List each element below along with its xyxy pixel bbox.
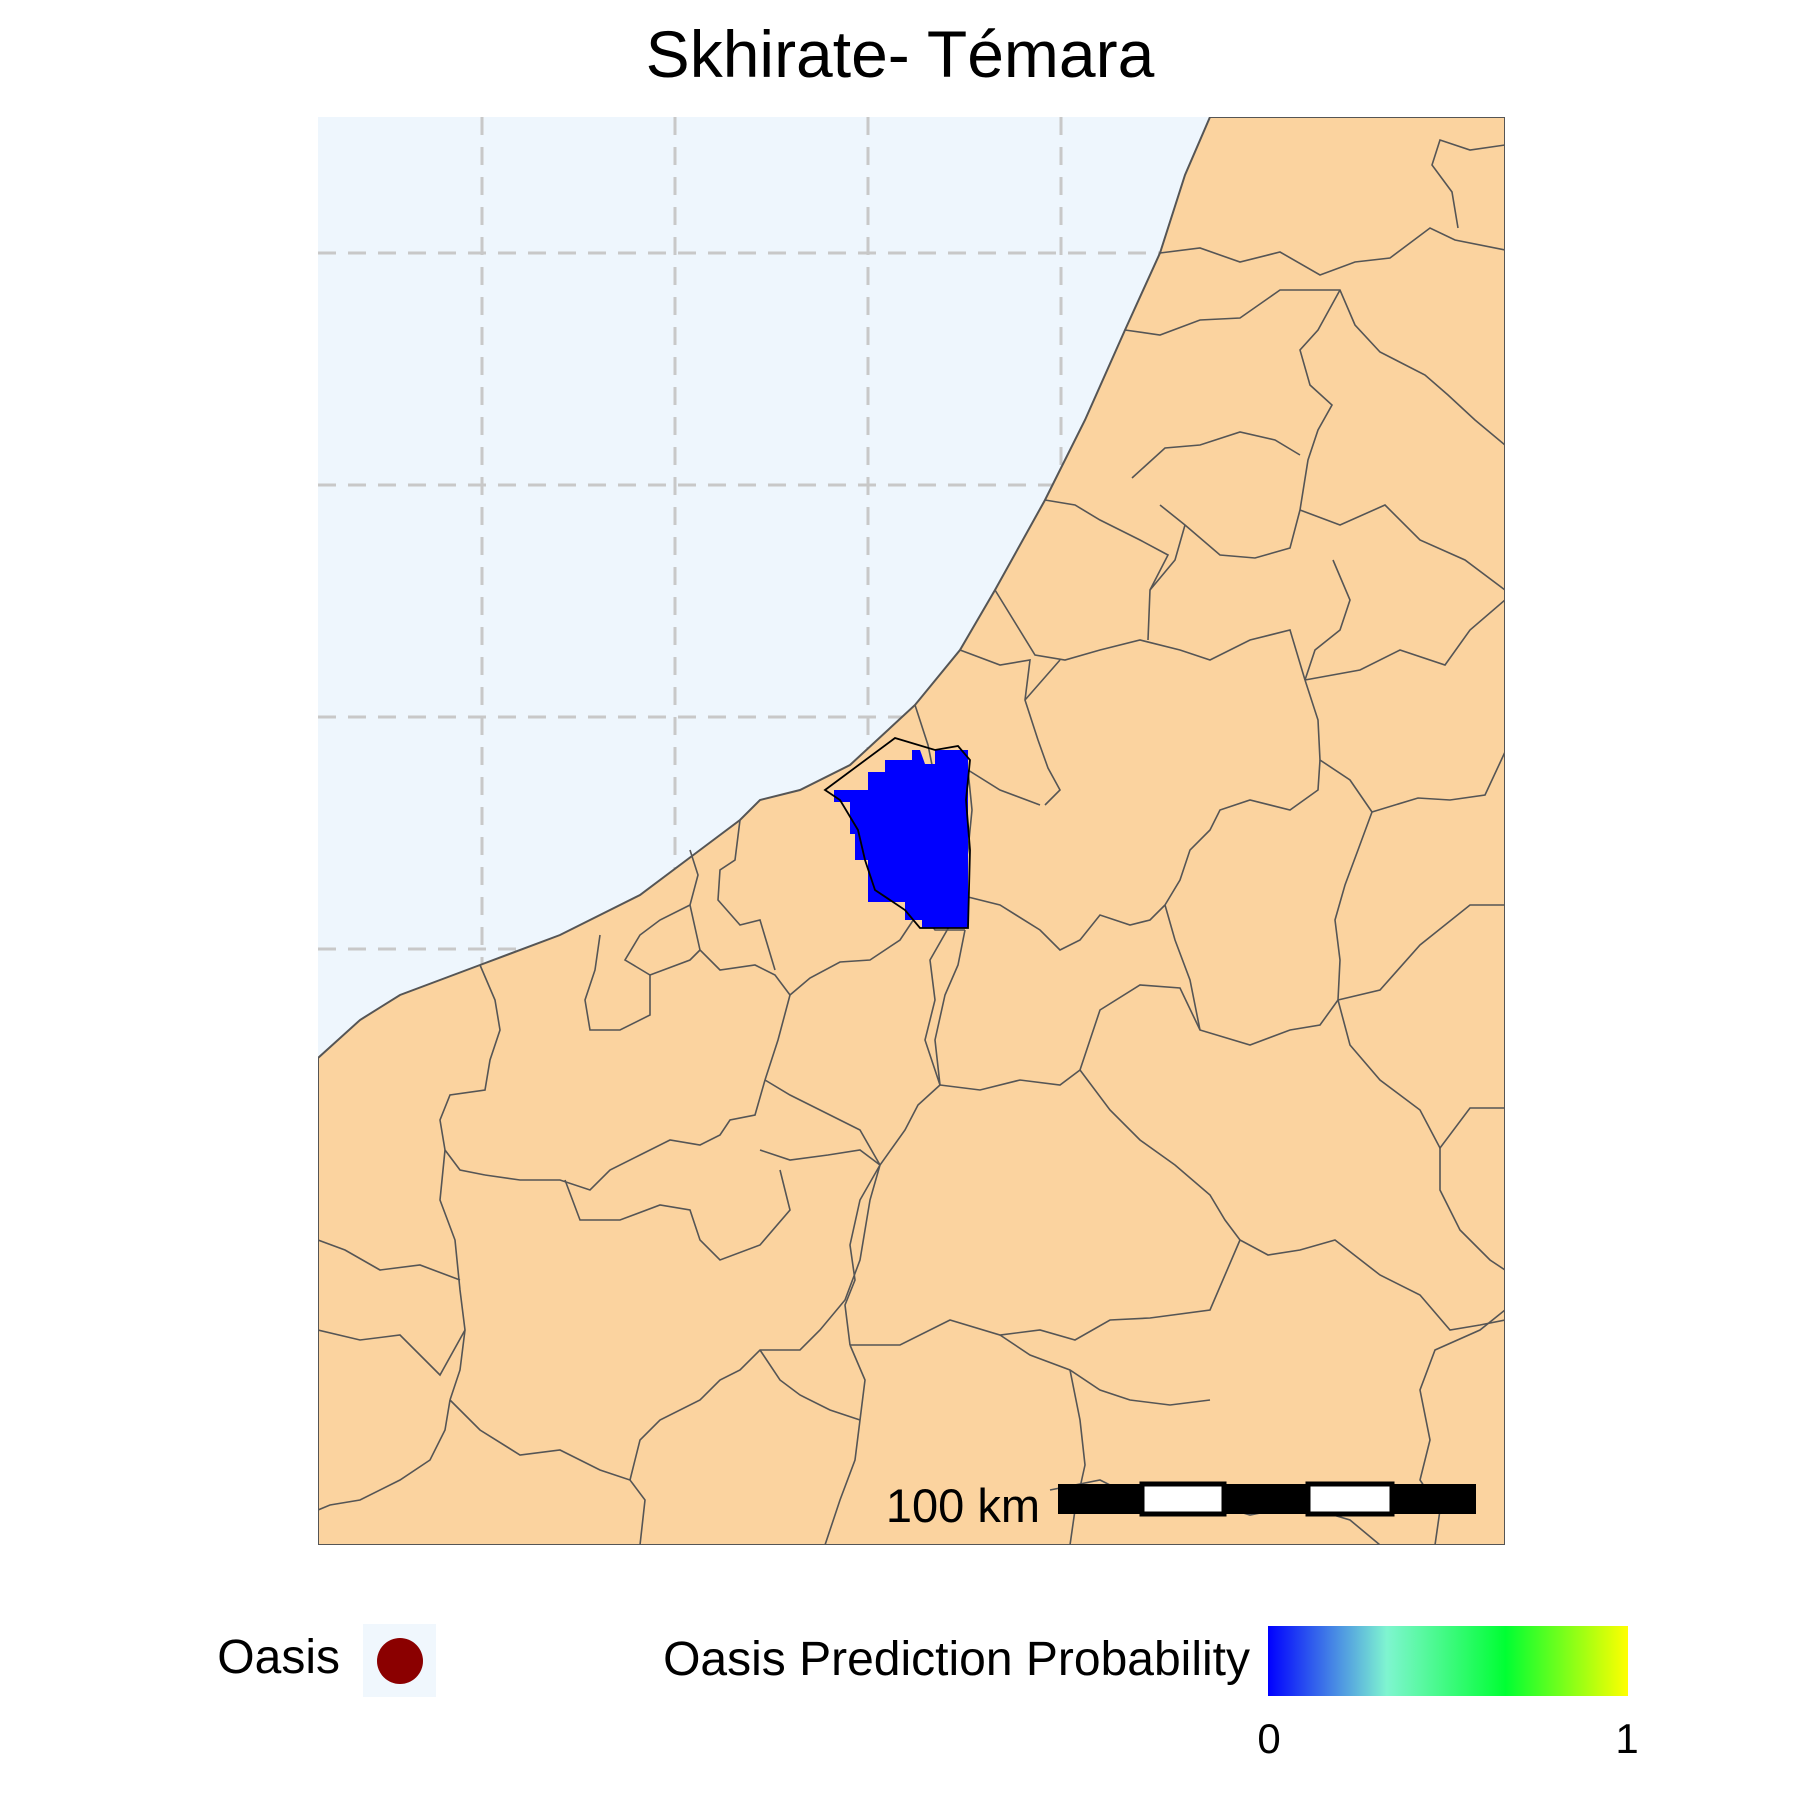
boundary-line [967, 769, 1041, 806]
boundary-line [1371, 751, 1505, 813]
legend-oasis-key [363, 1624, 436, 1697]
boundary-line [939, 984, 1339, 1091]
map-title: Skhirate- Témara [645, 17, 1155, 91]
boundary-line [850, 1239, 1241, 1346]
boundary-line [1439, 1148, 1505, 1271]
boundary-line [439, 1149, 466, 1401]
boundary-line [759, 1149, 881, 1166]
boundary-line [584, 934, 651, 1031]
boundary-line [717, 819, 776, 971]
boundary-line [764, 1079, 881, 1166]
boundary-line [1304, 599, 1505, 681]
boundary-line [1124, 289, 1505, 472]
boundary-line [1079, 1069, 1505, 1331]
boundary-line [824, 1344, 866, 1545]
scale-bar-segment [1058, 1484, 1142, 1514]
boundary-line [1159, 227, 1505, 276]
boundary-line [1131, 431, 1301, 479]
boundary-line [1337, 904, 1505, 1001]
boundary-line [1304, 559, 1351, 681]
legend-oasis-label: Oasis [217, 1631, 340, 1684]
legend-probability-label: Oasis Prediction Probability [663, 1633, 1250, 1686]
boundary-line [934, 929, 966, 1086]
boundary-line [623, 904, 701, 976]
boundary-line [318, 1399, 451, 1511]
boundary-line [759, 1349, 861, 1421]
boundary-line [1431, 138, 1505, 229]
scale-bar-segment [1139, 1481, 1227, 1517]
boundary-line [318, 1239, 461, 1281]
legend-tick-max: 1 [1615, 1715, 1639, 1762]
scale-bar-segment [1224, 1484, 1308, 1514]
district-outline [823, 737, 971, 929]
boundary-line [999, 1334, 1211, 1406]
boundary-line [1337, 999, 1505, 1150]
scale-bar [1058, 1481, 1476, 1517]
scale-bar-label: 100 km [885, 1479, 1040, 1532]
boundary-line [994, 589, 1306, 681]
boundary-line [449, 1399, 646, 1545]
boundary-line [1024, 659, 1061, 701]
legend-color-ramp [1268, 1626, 1628, 1696]
boundary-line [844, 1084, 941, 1346]
boundary-line [764, 909, 921, 1081]
boundary-line [1334, 811, 1373, 1001]
scale-bar-segment [1305, 1481, 1395, 1517]
boundary-line [1299, 504, 1505, 591]
prediction-raster [818, 750, 968, 928]
boundary-line [1069, 1369, 1086, 1545]
boundary-line [1159, 504, 1301, 559]
boundary-line [1164, 904, 1201, 1031]
oasis-point-icon [377, 1638, 423, 1684]
boundary-line [1299, 289, 1341, 511]
boundary-line [484, 1079, 766, 1191]
boundary-line [439, 964, 501, 1176]
boundary-line [959, 649, 1061, 806]
boundary-line [1164, 759, 1321, 906]
district-boundaries [318, 138, 1505, 1545]
scale-bar-segment [1392, 1484, 1476, 1514]
boundary-line [318, 1329, 466, 1377]
graticule [318, 117, 1505, 1545]
boundary-line [564, 1169, 791, 1261]
boundary-line [689, 849, 791, 996]
boundary-line [1149, 524, 1186, 591]
legend-tick-min: 0 [1257, 1715, 1281, 1762]
boundary-line [959, 894, 1166, 951]
